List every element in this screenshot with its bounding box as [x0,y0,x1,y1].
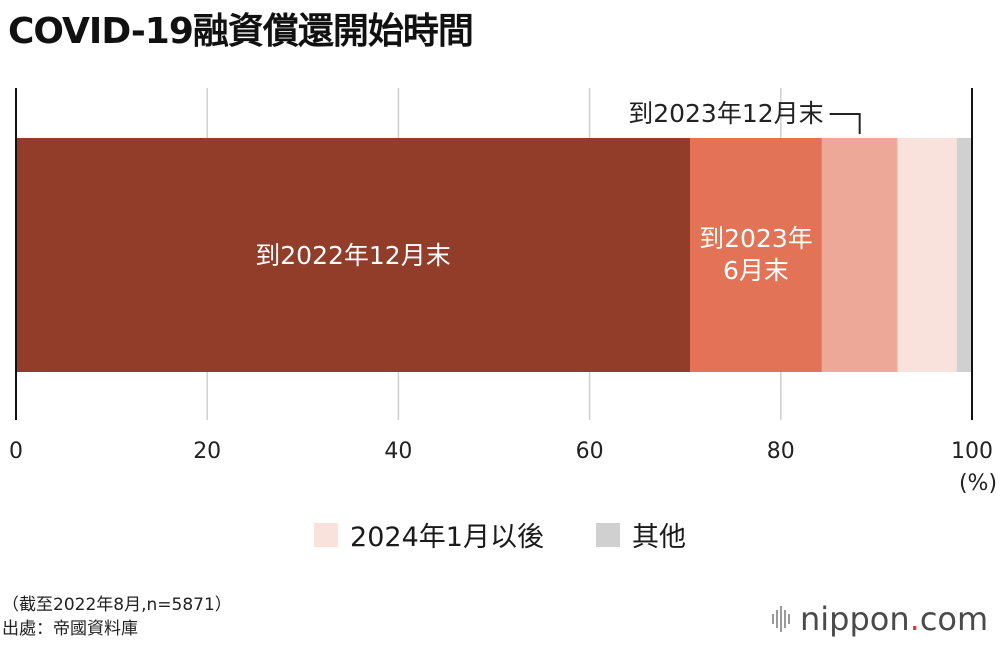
legend: 2024年1月以後 其他 [0,515,1000,554]
legend-swatch [314,522,339,547]
x-tick-label: 80 [767,439,795,464]
brand-wordmark: nippon.com [800,600,989,638]
legend-item-after-2024: 2024年1月以後 [314,515,544,554]
x-axis-unit-label: (%) [959,471,997,496]
callout-leader-line [829,113,861,134]
source-credit: 出處：帝國資料庫 [2,619,138,639]
bar-segment-1 [689,138,822,372]
stacked-bar-chart: 到2022年12月末 到2023年 6月末 到2023年12月末 0 20 40 60 80… [9,88,997,496]
x-tick-label: 20 [193,439,221,464]
bar-segment-2 [821,138,898,372]
nippon-bars-icon [772,606,790,632]
x-tick-label: 100 [951,439,993,464]
x-tick-label: 0 [9,439,23,464]
x-tick-label: 40 [384,439,412,464]
segment-label-2023-6-line2: 6月末 [723,256,789,285]
legend-label: 其他 [631,522,686,553]
segment-label-2023-6-line1: 到2023年 [699,224,813,253]
legend-label: 2024年1月以後 [350,522,544,553]
legend-swatch [595,522,620,547]
segment-label-2022-12: 到2022年12月末 [255,241,450,270]
bar-segment-4 [956,138,972,372]
brand-logo: nippon.com [772,600,988,638]
bar-segment-0 [16,138,690,372]
x-tick-label: 60 [576,439,604,464]
bar-segment-3 [897,138,957,372]
survey-note: （截至2022年8月,n=5871） [2,595,232,615]
segment-label-2023-12: 到2023年12月末 [628,99,823,128]
legend-item-other: 其他 [595,515,686,554]
source-note: （截至2022年8月,n=5871） 出處：帝國資料庫 [2,593,232,641]
chart-title: COVID-19融資償還開始時間 [8,11,474,52]
